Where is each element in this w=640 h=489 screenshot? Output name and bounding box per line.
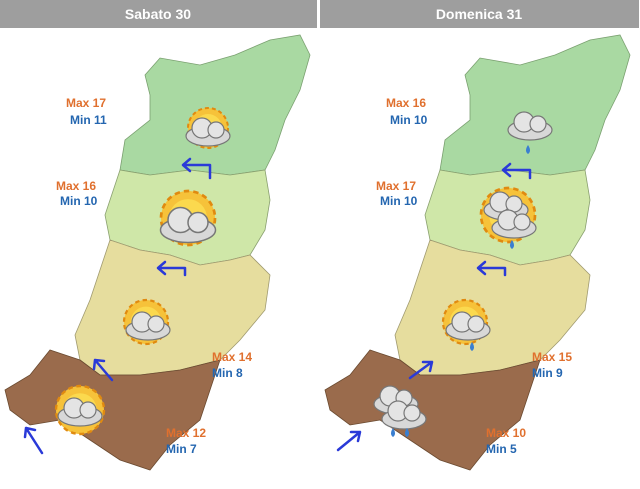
min-temp: Min 10	[380, 194, 418, 208]
max-temp: Max 10	[486, 426, 526, 440]
max-temp: Max 17	[66, 96, 106, 110]
min-temp: Min 11	[70, 113, 107, 127]
min-temp: Min 5	[486, 442, 517, 456]
min-temp: Min 8	[212, 366, 243, 380]
region-map	[4, 34, 311, 471]
weather-icons	[336, 111, 553, 452]
header-bar	[0, 0, 317, 28]
max-temp: Max 12	[166, 426, 206, 440]
weather-icons	[23, 107, 231, 455]
max-temp: Max 14	[212, 350, 252, 364]
min-temp: Min 9	[532, 366, 563, 380]
day-title: Domenica 31	[436, 6, 523, 22]
region-map	[324, 34, 631, 471]
day-title: Sabato 30	[125, 6, 191, 22]
max-temp: Max 17	[376, 179, 416, 193]
temperature-labels: Max 17 Min 11 Max 16 Min 10 Max 14 Min 8…	[56, 96, 572, 456]
header-bar	[320, 0, 639, 28]
min-temp: Min 10	[390, 113, 428, 127]
min-temp: Min 7	[166, 442, 197, 456]
max-temp: Max 16	[386, 96, 426, 110]
max-temp: Max 16	[56, 179, 96, 193]
min-temp: Min 10	[60, 194, 98, 208]
max-temp: Max 15	[532, 350, 572, 364]
